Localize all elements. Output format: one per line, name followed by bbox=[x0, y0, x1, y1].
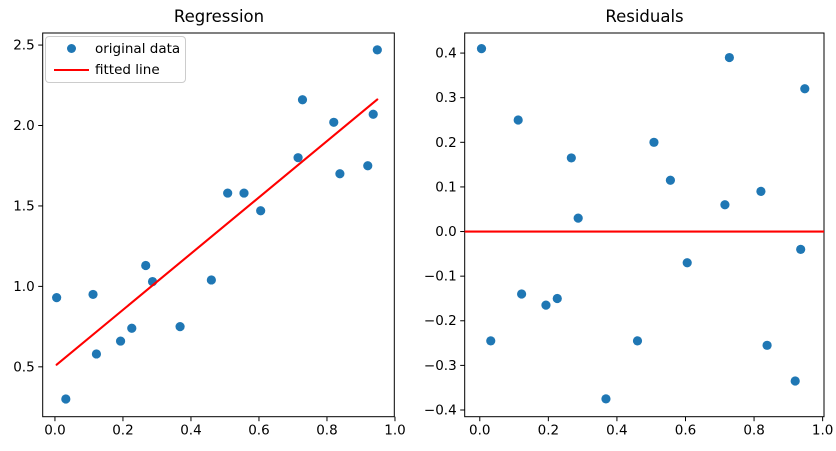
data-point bbox=[566, 153, 576, 163]
data-point bbox=[762, 340, 772, 350]
y-tick-label: 2.5 bbox=[13, 38, 34, 54]
legend-entry-original-data: original data bbox=[46, 39, 185, 59]
residuals-title: Residuals bbox=[605, 7, 684, 26]
x-tick-label: 0.8 bbox=[743, 423, 764, 439]
y-tick-label: 1.5 bbox=[13, 198, 34, 214]
x-tick-label: 0.6 bbox=[248, 423, 269, 439]
x-tick-label: 0.8 bbox=[316, 423, 337, 439]
data-point bbox=[601, 394, 611, 404]
x-tick-label: 0.0 bbox=[469, 423, 490, 439]
y-tick-label: 1.0 bbox=[13, 279, 34, 295]
data-point bbox=[800, 84, 810, 94]
data-point bbox=[52, 293, 62, 303]
data-point bbox=[552, 293, 562, 304]
axes-frame bbox=[464, 32, 825, 418]
x-tick-label: 0.2 bbox=[112, 423, 133, 439]
data-point bbox=[206, 275, 216, 285]
y-tick-label: −0.2 bbox=[424, 313, 457, 329]
data-point bbox=[127, 323, 137, 333]
data-point bbox=[115, 336, 126, 346]
data-point bbox=[665, 175, 676, 185]
regression-title: Regression bbox=[173, 7, 265, 26]
data-point bbox=[486, 336, 496, 346]
x-tick-label: 0.4 bbox=[606, 423, 627, 439]
y-tick-label: −0.1 bbox=[424, 269, 457, 285]
data-point bbox=[790, 376, 800, 386]
data-point bbox=[682, 258, 692, 268]
data-point bbox=[724, 52, 734, 63]
x-tick-label: 0.0 bbox=[44, 423, 65, 439]
data-point bbox=[256, 206, 266, 216]
data-point bbox=[573, 213, 583, 223]
x-tick-label: 0.2 bbox=[538, 423, 559, 439]
y-tick-label: 0.0 bbox=[435, 224, 456, 240]
y-tick-label: 0.3 bbox=[435, 90, 456, 106]
data-point bbox=[513, 115, 523, 125]
data-point bbox=[91, 349, 102, 359]
y-tick-label: 0.5 bbox=[13, 359, 34, 375]
data-point bbox=[517, 289, 527, 299]
y-tick-label: 0.1 bbox=[435, 179, 456, 195]
data-point bbox=[175, 322, 185, 332]
data-point bbox=[541, 300, 551, 310]
y-tick-label: 0.2 bbox=[435, 135, 456, 151]
x-tick-label: 1.0 bbox=[812, 423, 833, 439]
data-point bbox=[239, 188, 249, 198]
data-point bbox=[476, 44, 487, 54]
data-point bbox=[720, 200, 730, 210]
y-tick-label: 2.0 bbox=[13, 118, 34, 134]
data-point bbox=[297, 95, 308, 105]
axes-frame bbox=[42, 32, 395, 418]
data-point bbox=[363, 161, 373, 171]
data-point bbox=[141, 260, 151, 271]
data-point bbox=[223, 188, 233, 198]
y-tick-label: −0.3 bbox=[424, 358, 457, 374]
data-point bbox=[368, 109, 378, 119]
data-point bbox=[796, 244, 806, 254]
data-point bbox=[61, 394, 71, 404]
fitted-line bbox=[55, 98, 379, 366]
legend: original data fitted line bbox=[45, 36, 186, 83]
data-point bbox=[293, 153, 303, 163]
data-point bbox=[329, 117, 339, 127]
x-tick-label: 0.4 bbox=[180, 423, 201, 439]
data-point bbox=[335, 169, 345, 179]
data-point bbox=[88, 289, 98, 300]
y-tick-label: 0.4 bbox=[435, 46, 456, 62]
legend-label-original-data: original data bbox=[95, 40, 181, 57]
data-point bbox=[632, 336, 643, 346]
data-point bbox=[649, 137, 659, 147]
data-point bbox=[372, 45, 382, 55]
legend-label-fitted-line: fitted line bbox=[95, 62, 160, 79]
x-tick-label: 0.6 bbox=[675, 423, 696, 439]
data-point bbox=[756, 186, 766, 196]
y-tick-label: −0.4 bbox=[424, 402, 457, 418]
legend-entry-fitted-line: fitted line bbox=[46, 60, 185, 80]
scatter-marker-icon bbox=[67, 44, 76, 54]
x-tick-label: 1.0 bbox=[384, 423, 405, 439]
line-marker-icon bbox=[54, 69, 89, 72]
